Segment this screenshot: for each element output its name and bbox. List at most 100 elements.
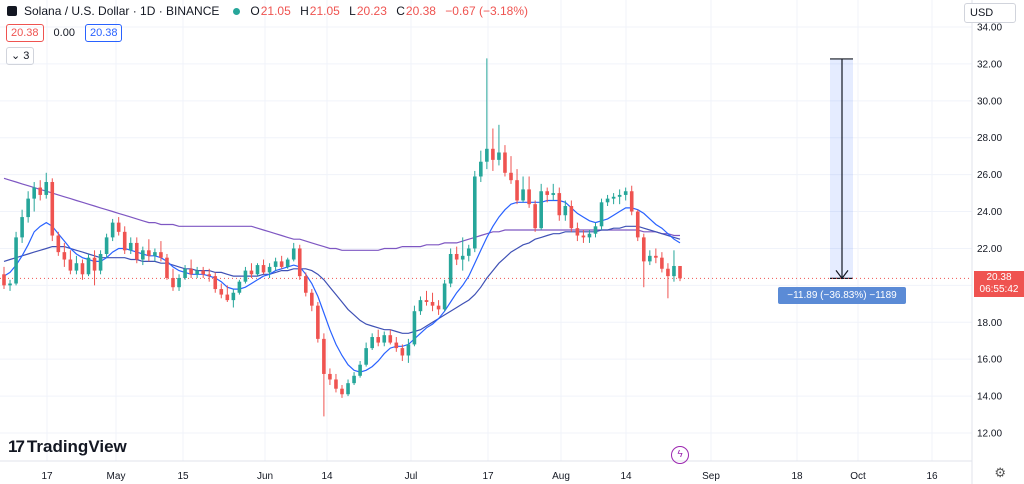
time-tick: 14 xyxy=(620,471,632,482)
candle xyxy=(448,248,453,288)
candle-body xyxy=(352,375,356,384)
candle xyxy=(243,266,248,284)
candle-body xyxy=(551,193,556,195)
candle-body xyxy=(231,292,236,301)
candle xyxy=(418,296,423,315)
candle xyxy=(26,191,30,223)
candle-body xyxy=(171,277,175,288)
time-tick: 17 xyxy=(41,471,53,482)
price-change: −0.67 (−3.18%) xyxy=(445,4,529,18)
time-tick: Sep xyxy=(702,471,720,482)
candle-body xyxy=(442,283,447,310)
candle xyxy=(454,246,459,266)
price-tick: 18.00 xyxy=(977,318,1002,329)
candle xyxy=(563,200,568,221)
candle xyxy=(201,266,205,278)
settings-gear-icon[interactable]: ⚙ xyxy=(994,465,1006,480)
candle xyxy=(273,257,278,271)
candle xyxy=(569,200,574,232)
candle xyxy=(635,209,640,242)
candle-body xyxy=(255,265,260,275)
candle xyxy=(147,239,151,262)
price-axis: 34.0032.0030.0028.0026.0024.0022.0020.00… xyxy=(977,23,1002,440)
time-tick: Aug xyxy=(552,471,570,482)
measure-tool xyxy=(0,58,972,280)
candle-body xyxy=(68,259,73,271)
currency-select[interactable]: USD xyxy=(964,3,1016,23)
candle-body xyxy=(678,265,682,279)
candle xyxy=(231,289,236,308)
tv-logo-icon: 17 xyxy=(8,437,25,456)
candle-body xyxy=(279,261,284,267)
candle-body xyxy=(189,268,193,275)
candle xyxy=(334,373,338,393)
candle xyxy=(666,263,670,299)
candle xyxy=(533,200,537,232)
candle-body xyxy=(44,182,49,195)
ask-price[interactable]: 20.38 xyxy=(84,24,123,42)
candle-body xyxy=(32,187,36,199)
candle xyxy=(599,198,604,230)
candle-body xyxy=(448,253,453,284)
candle-body xyxy=(116,222,121,232)
time-tick: Jul xyxy=(405,471,418,482)
candle-body xyxy=(599,202,604,227)
candle-body xyxy=(364,348,368,365)
candle-body xyxy=(110,222,115,238)
candle-body xyxy=(50,182,55,236)
candle xyxy=(297,244,302,280)
candle xyxy=(412,305,417,347)
ohlc-values: O21.05 H21.05 L20.23 C20.38 −0.67 (−3.18… xyxy=(250,4,529,18)
candle-body xyxy=(267,266,272,273)
candle xyxy=(2,266,6,290)
candle xyxy=(316,301,320,343)
candle-body xyxy=(382,335,387,343)
candle xyxy=(352,372,356,386)
candle xyxy=(575,222,580,242)
candle-body xyxy=(418,300,423,312)
candle xyxy=(551,183,556,201)
bid-price[interactable]: 20.38 xyxy=(6,24,44,42)
candle xyxy=(177,274,181,291)
candle-body xyxy=(587,233,592,238)
candle xyxy=(605,194,610,207)
moving-averages xyxy=(3,177,681,373)
candle-body xyxy=(436,305,441,310)
candle xyxy=(491,128,495,171)
candle xyxy=(515,169,519,205)
candle-body xyxy=(629,191,634,212)
candle xyxy=(346,379,350,397)
lightning-icon[interactable]: ϟ xyxy=(671,446,689,464)
candle xyxy=(442,279,447,312)
candle xyxy=(141,246,145,266)
candle-body xyxy=(237,281,242,293)
indicators-toggle[interactable]: ⌄ 3 xyxy=(6,47,35,65)
price-tick: 14.00 xyxy=(977,392,1002,403)
candle-body xyxy=(472,176,477,249)
candle xyxy=(267,263,272,278)
candle-body xyxy=(183,268,187,278)
candle xyxy=(98,250,103,275)
candle xyxy=(122,226,127,254)
candle xyxy=(183,265,187,280)
candle-body xyxy=(141,250,145,260)
price-tick: 30.00 xyxy=(977,96,1002,107)
symbol-title[interactable]: Solana / U.S. Dollar · 1D · BINANCE xyxy=(24,4,220,18)
candle xyxy=(279,255,284,269)
candle-body xyxy=(491,148,495,160)
candle xyxy=(611,193,616,205)
candle xyxy=(116,217,121,236)
candle-body xyxy=(261,265,266,273)
candle-body xyxy=(56,235,61,253)
candle-body xyxy=(322,338,326,374)
candle xyxy=(74,255,79,275)
candle xyxy=(195,266,199,278)
candle-body xyxy=(503,152,507,173)
candle xyxy=(261,259,266,275)
last-price-label: 20.38 06:55:42 xyxy=(974,271,1024,297)
market-status-icon xyxy=(233,7,241,15)
candle-body xyxy=(533,204,537,229)
candle xyxy=(641,233,646,288)
candle xyxy=(134,237,139,264)
